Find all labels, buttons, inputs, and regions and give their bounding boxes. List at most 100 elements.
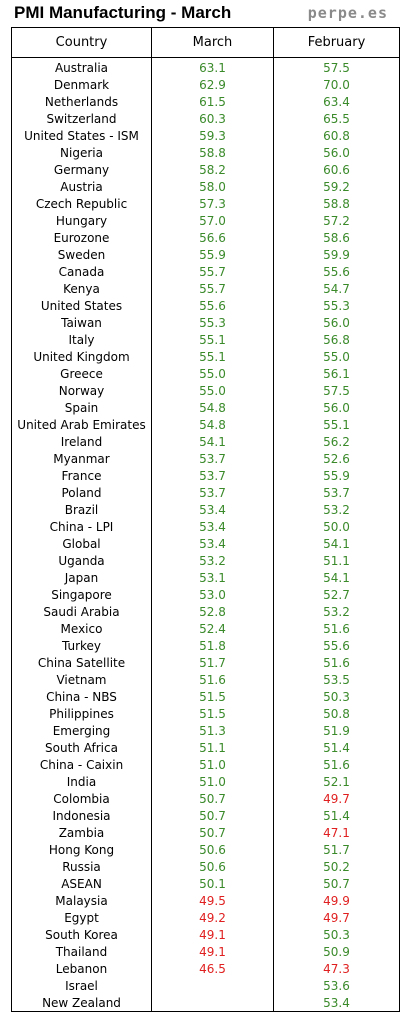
february-value-cell: 49.7 [323,792,350,806]
february-value-cell: 63.4 [323,95,350,109]
table-row: Netherlands 61.5 63.4 [12,94,399,111]
march-value-cell: 57.0 [199,214,226,228]
table-row: South Africa 51.1 51.4 [12,740,399,757]
table-row: Mexico 52.4 51.6 [12,621,399,638]
february-value-cell: 53.4 [323,996,350,1010]
country-cell: Turkey [61,639,102,653]
march-value-cell: 49.1 [199,945,226,959]
table-row: Emerging 51.3 51.9 [12,723,399,740]
february-value-cell: 55.3 [323,299,350,313]
march-value-cell: 51.6 [199,673,226,687]
february-value-cell: 51.6 [323,758,350,772]
table-row: Kenya 55.7 54.7 [12,281,399,298]
march-value-cell: 54.1 [199,435,226,449]
table-row: United States - ISM 59.3 60.8 [12,128,399,145]
february-value-cell: 50.2 [323,860,350,874]
country-cell: China Satellite [37,656,126,670]
country-cell: Vietnam [56,673,107,687]
country-cell: Uganda [58,554,105,568]
february-value-cell: 56.0 [323,146,350,160]
february-value-cell: 56.0 [323,401,350,415]
march-value-cell [152,995,273,1012]
country-cell: Nigeria [60,146,103,160]
march-value-cell: 58.8 [199,146,226,160]
february-value-cell: 50.0 [323,520,350,534]
february-value-cell: 55.6 [323,265,350,279]
march-value-cell: 50.6 [199,843,226,857]
country-cell: United States - ISM [24,129,139,143]
march-value-cell: 63.1 [199,61,226,75]
table-row: Uganda 53.2 51.1 [12,553,399,570]
column-header-country: Country [55,35,108,50]
march-value-cell: 52.8 [199,605,226,619]
table-body: Australia 63.1 57.5 Denmark 62.9 70.0 Netherla… [12,60,399,1012]
february-value-cell: 57.5 [323,61,350,75]
country-cell: Japan [64,571,99,585]
february-value-cell: 56.1 [323,367,350,381]
table-row: New Zealand 53.4 [12,995,399,1012]
march-value-cell: 53.4 [199,537,226,551]
country-cell: United Arab Emirates [17,418,146,432]
country-cell: Netherlands [44,95,119,109]
february-value-cell: 59.2 [323,180,350,194]
country-cell: Philippines [49,707,114,721]
country-cell: Malaysia [55,894,108,908]
march-value-cell: 49.2 [199,911,226,925]
country-cell: Mexico [60,622,103,636]
table-row: France 53.7 55.9 [12,468,399,485]
page-title: PMI Manufacturing - March [14,3,232,22]
table-row: Global 53.4 54.1 [12,536,399,553]
march-value-cell: 56.6 [199,231,226,245]
table-row: Philippines 51.5 50.8 [12,706,399,723]
february-value-cell: 49.7 [323,911,350,925]
march-value-cell: 60.3 [199,112,226,126]
march-value-cell: 55.1 [199,350,226,364]
country-cell: Global [62,537,101,551]
february-value-cell: 53.7 [323,486,350,500]
february-value-cell: 52.1 [323,775,350,789]
table-row: Myanmar 53.7 52.6 [12,451,399,468]
table-row: Germany 58.2 60.6 [12,162,399,179]
march-value-cell: 52.4 [199,622,226,636]
country-cell: Hungary [55,214,108,228]
march-value-cell: 51.3 [199,724,226,738]
table-row: Eurozone 56.6 58.6 [12,230,399,247]
table-row: Czech Republic 57.3 58.8 [12,196,399,213]
table-row: Denmark 62.9 70.0 [12,77,399,94]
country-cell: Saudi Arabia [43,605,120,619]
pmi-table: Country March February Australia 63.1 57.5… [11,27,400,1012]
february-value-cell: 65.5 [323,112,350,126]
february-value-cell: 51.1 [323,554,350,568]
table-row: Lebanon 46.5 47.3 [12,961,399,978]
table-row: Japan 53.1 54.1 [12,570,399,587]
table-row: Malaysia 49.5 49.9 [12,893,399,910]
february-value-cell: 53.2 [323,503,350,517]
table-row: Austria 58.0 59.2 [12,179,399,196]
country-cell: Kenya [63,282,100,296]
country-cell: Ireland [60,435,103,449]
march-value-cell: 55.0 [199,384,226,398]
february-value-cell: 54.1 [323,571,350,585]
country-cell: Emerging [52,724,111,738]
march-value-cell: 54.8 [199,418,226,432]
country-cell: Lebanon [55,962,108,976]
march-value-cell: 57.3 [199,197,226,211]
february-value-cell: 53.2 [323,605,350,619]
table-row: United States 55.6 55.3 [12,298,399,315]
march-value-cell: 46.5 [199,962,226,976]
february-value-cell: 52.7 [323,588,350,602]
table-row: Taiwan 55.3 56.0 [12,315,399,332]
table-row: Nigeria 58.8 56.0 [12,145,399,162]
table-row: Indonesia 50.7 51.4 [12,808,399,825]
february-value-cell: 56.0 [323,316,350,330]
march-value-cell: 55.0 [199,367,226,381]
page-header: PMI Manufacturing - March perpe.es [0,0,404,26]
march-value-cell: 51.0 [199,758,226,772]
table-row: Norway 55.0 57.5 [12,383,399,400]
february-value-cell: 55.0 [323,350,350,364]
february-value-cell: 55.1 [323,418,350,432]
table-row: Canada 55.7 55.6 [12,264,399,281]
country-cell: Greece [60,367,103,381]
february-value-cell: 53.6 [323,979,350,993]
country-cell: United States [40,299,123,313]
